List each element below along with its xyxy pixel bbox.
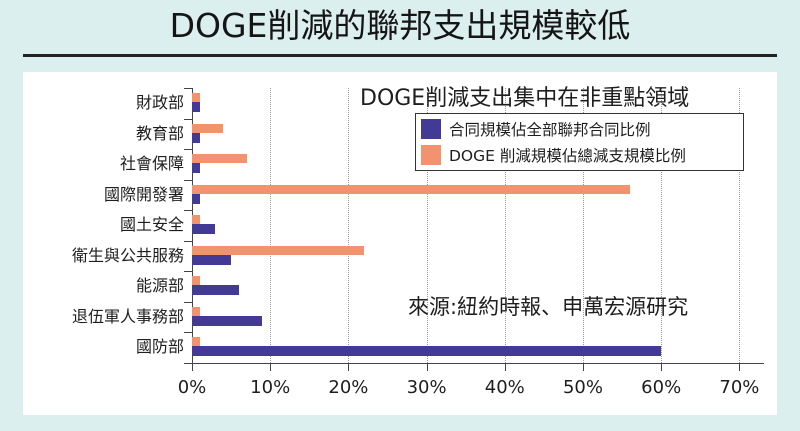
bar-contract-share (192, 193, 200, 204)
x-tick (426, 363, 428, 371)
category-label: 退伍軍人事務部 (71, 306, 184, 326)
x-tick-label: 60% (641, 377, 682, 398)
bar-doge-share (192, 184, 630, 194)
chart-title: DOGE削減的聯邦支出規模較低 (169, 6, 631, 45)
chart-subtitle: DOGE削減支出集中在非重點領域 (360, 86, 690, 111)
y-tick (184, 240, 192, 242)
bar-contract-share (192, 315, 263, 326)
bar-doge-share (192, 154, 247, 163)
bar-doge-share (192, 276, 200, 285)
x-tick (348, 363, 350, 371)
bar-doge-share (192, 337, 200, 346)
y-tick (184, 179, 192, 181)
gridline (661, 88, 663, 363)
bar-doge-share (192, 93, 200, 102)
bar-doge-share (192, 123, 224, 133)
x-tick (192, 363, 193, 371)
category-label: 社會保障 (119, 154, 184, 173)
bar-contract-share (192, 163, 200, 173)
x-tick-label: 10% (250, 377, 291, 398)
x-tick-label: 40% (484, 377, 525, 398)
x-tick-label: 30% (406, 377, 447, 398)
bar-contract-share (192, 346, 662, 356)
y-tick (184, 118, 192, 120)
y-tick (184, 210, 192, 211)
x-tick (583, 363, 584, 371)
x-tick-label: 50% (562, 377, 603, 398)
x-tick-label: 20% (328, 377, 369, 398)
y-tick (184, 88, 192, 89)
y-tick (184, 332, 192, 333)
category-label: 能源部 (135, 276, 184, 295)
y-tick (184, 271, 192, 272)
y-tick (184, 149, 192, 150)
x-tick (270, 363, 272, 371)
x-axis (184, 363, 764, 364)
legend-label: 合同規模佔全部聯邦合同比例 (449, 121, 651, 139)
legend-item-doge-share: DOGE 削減規模佔總減支規模比例 (421, 143, 686, 167)
bar-contract-share (192, 285, 239, 295)
source-note: 來源:紐約時報、申萬宏源研究 (408, 295, 689, 319)
category-label: 國防部 (135, 337, 184, 356)
legend-label: DOGE 削減規模佔總減支規模比例 (449, 147, 686, 165)
bar-doge-share (192, 245, 365, 255)
x-tick (504, 363, 506, 371)
gridline (270, 88, 272, 363)
category-label: 國土安全 (119, 215, 184, 234)
x-tick-label: 0% (177, 377, 207, 398)
y-tick (184, 362, 192, 364)
legend: 合同規模佔全部聯邦合同比例 DOGE 削減規模佔總減支規模比例 (415, 113, 744, 171)
bar-contract-share (192, 254, 232, 265)
category-label: 教育部 (135, 123, 184, 143)
gridline (739, 88, 741, 363)
category-label: 財政部 (135, 93, 184, 112)
gridline (583, 88, 584, 363)
legend-swatch-orange (421, 145, 441, 165)
bar-contract-share (192, 102, 200, 112)
bar-contract-share (192, 224, 216, 234)
title-underline (23, 54, 777, 57)
y-tick (184, 301, 192, 303)
x-tick-label: 70% (719, 377, 760, 398)
legend-swatch-blue (421, 119, 441, 139)
category-label: 衛生與公共服務 (71, 245, 184, 265)
bar-doge-share (192, 306, 200, 316)
gridline (504, 88, 506, 363)
bar-contract-share (192, 132, 200, 143)
gridline (426, 88, 428, 363)
gridline (348, 88, 350, 363)
legend-item-contract-share: 合同規模佔全部聯邦合同比例 (421, 117, 651, 141)
bar-doge-share (192, 215, 200, 224)
x-tick (661, 363, 663, 371)
x-tick (739, 363, 741, 371)
category-label: 國際開發署 (103, 184, 184, 204)
